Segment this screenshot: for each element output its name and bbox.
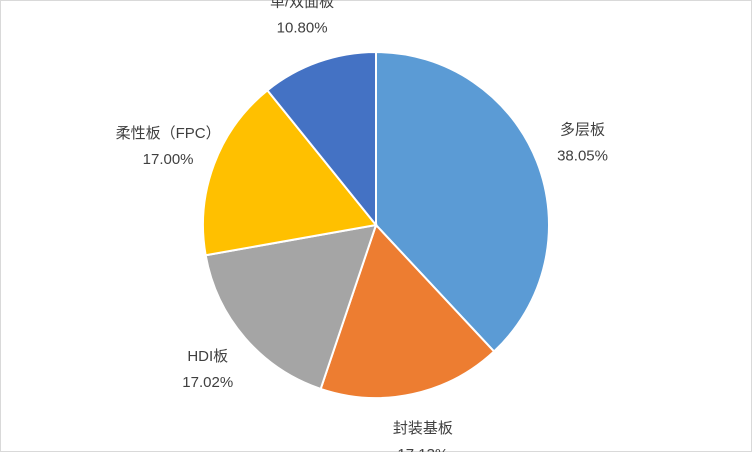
pie-slice [319,223,496,399]
slice-label: HDI板 [187,347,228,365]
slice-label: 封装基板 [393,419,453,437]
slice-label: 单/双面板 [270,0,334,11]
slice-label: 多层板 [560,121,605,139]
pie-slice [375,50,550,353]
value-label: 17.13% [397,446,448,452]
value-label: 17.02% [182,374,233,391]
pie-slice [204,223,378,391]
value-label: 38.05% [557,148,608,165]
value-label: 10.80% [277,20,328,37]
value-label: 17.00% [143,151,194,168]
pie-slice [266,50,377,228]
pie-slice [202,88,378,257]
slice-label: 柔性板（FPC） [116,124,221,142]
